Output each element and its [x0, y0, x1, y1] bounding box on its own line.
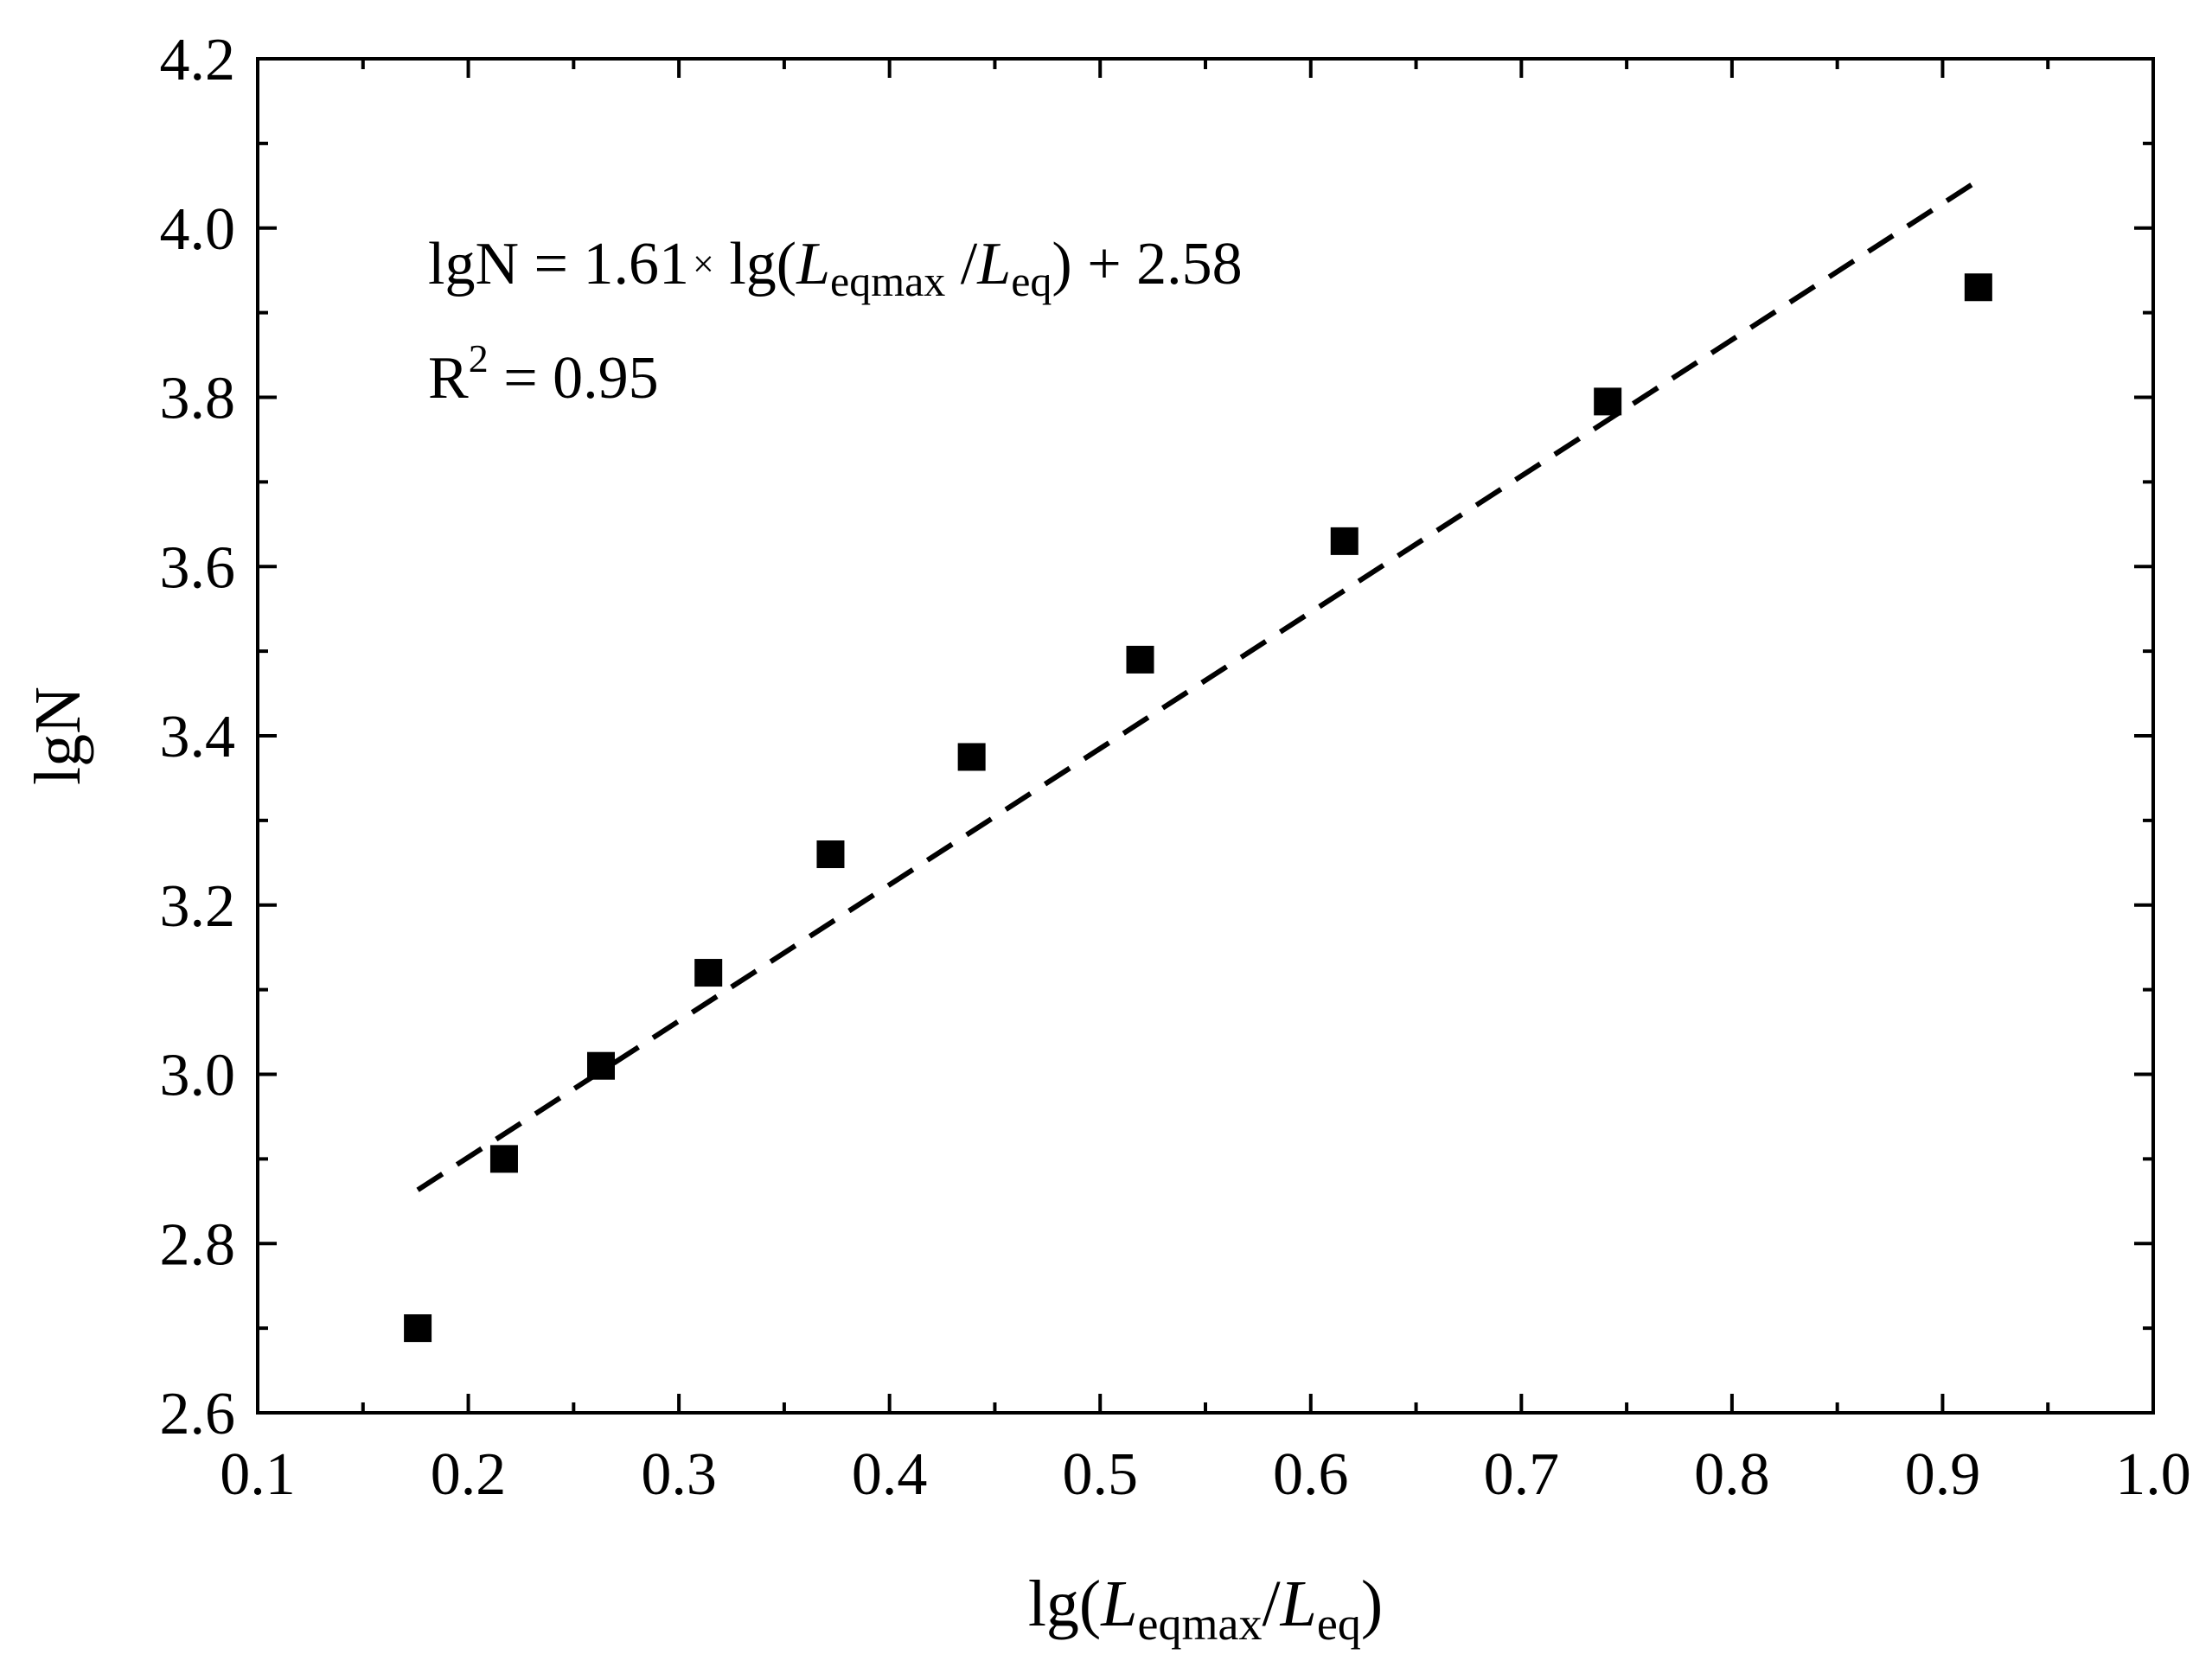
equation-suffix: ) + 2.58	[1052, 231, 1242, 297]
xlabel-slash: /	[1262, 1568, 1281, 1640]
data-point	[1330, 527, 1359, 555]
xlabel-sub2: eq	[1317, 1598, 1361, 1650]
equation-L2: L	[976, 231, 1011, 297]
equation-slash: /	[945, 231, 978, 297]
data-point	[1964, 273, 1992, 302]
y-tick-label: 2.8	[160, 1211, 236, 1278]
y-axis-label: lgN	[22, 687, 94, 785]
y-tick-label: 4.0	[160, 196, 236, 263]
xlabel-L1: L	[1100, 1568, 1137, 1640]
xlabel-sub1: eqmax	[1138, 1598, 1263, 1650]
equation-annotation: lgN = 1.61× lg(Leqmax /Leq) + 2.58	[428, 231, 1243, 305]
y-tick-label: 3.0	[160, 1043, 236, 1109]
equation-times: ×	[693, 243, 714, 285]
data-point	[489, 1145, 518, 1173]
data-point	[1126, 645, 1154, 674]
equation-sub2: eq	[1011, 257, 1052, 305]
x-tick-label: 0.5	[1062, 1441, 1138, 1508]
x-tick-label: 0.4	[852, 1441, 928, 1508]
tick-labels: 0.1 0.2 0.3 0.4 0.5 0.6 0.7 0.8 0.9 1.0 2.6 2.8 3.0 3…	[160, 27, 2191, 1508]
x-tick-label: 0.3	[641, 1441, 717, 1508]
x-tick-label: 0.6	[1273, 1441, 1349, 1508]
fit-line-group	[416, 178, 1980, 1192]
y-tick-label: 3.6	[160, 534, 236, 601]
y-tick-label: 4.2	[160, 27, 236, 93]
equation-L1: L	[796, 231, 830, 297]
x-tick-label: 0.7	[1484, 1441, 1560, 1508]
x-tick-label: 1.0	[2115, 1441, 2191, 1508]
xlabel-L2: L	[1280, 1568, 1317, 1640]
fit-line	[416, 178, 1980, 1192]
data-point	[694, 959, 723, 987]
x-tick-label: 0.9	[1905, 1441, 1981, 1508]
x-tick-label: 0.2	[431, 1441, 507, 1508]
y-tick-label: 3.4	[160, 704, 236, 770]
data-point	[404, 1314, 432, 1343]
x-tick-label: 0.8	[1694, 1441, 1770, 1508]
xlabel-suffix: )	[1361, 1568, 1383, 1640]
data-points	[404, 273, 1992, 1343]
axis-ticks	[256, 57, 2155, 1415]
r2-value: = 0.95	[489, 345, 659, 412]
y-tick-label: 3.8	[160, 366, 236, 432]
x-axis-label: lg(Leqmax/Leq)	[1028, 1568, 1383, 1650]
data-point	[1594, 387, 1622, 416]
x-tick-label: 0.1	[220, 1441, 296, 1508]
data-point	[957, 743, 986, 771]
data-point	[586, 1051, 615, 1080]
y-tick-label: 2.6	[160, 1381, 236, 1447]
data-point	[816, 840, 845, 869]
r2-label: R	[428, 345, 469, 412]
xlabel-prefix: lg(	[1028, 1568, 1101, 1640]
r-squared-annotation: R2 = 0.95	[428, 336, 659, 412]
equation-prefix: lgN = 1.61	[428, 231, 689, 297]
equation-lg: lg(	[714, 231, 796, 297]
r2-superscript: 2	[469, 336, 489, 380]
equation-sub1: eqmax	[830, 257, 945, 305]
y-tick-label: 3.2	[160, 873, 236, 940]
